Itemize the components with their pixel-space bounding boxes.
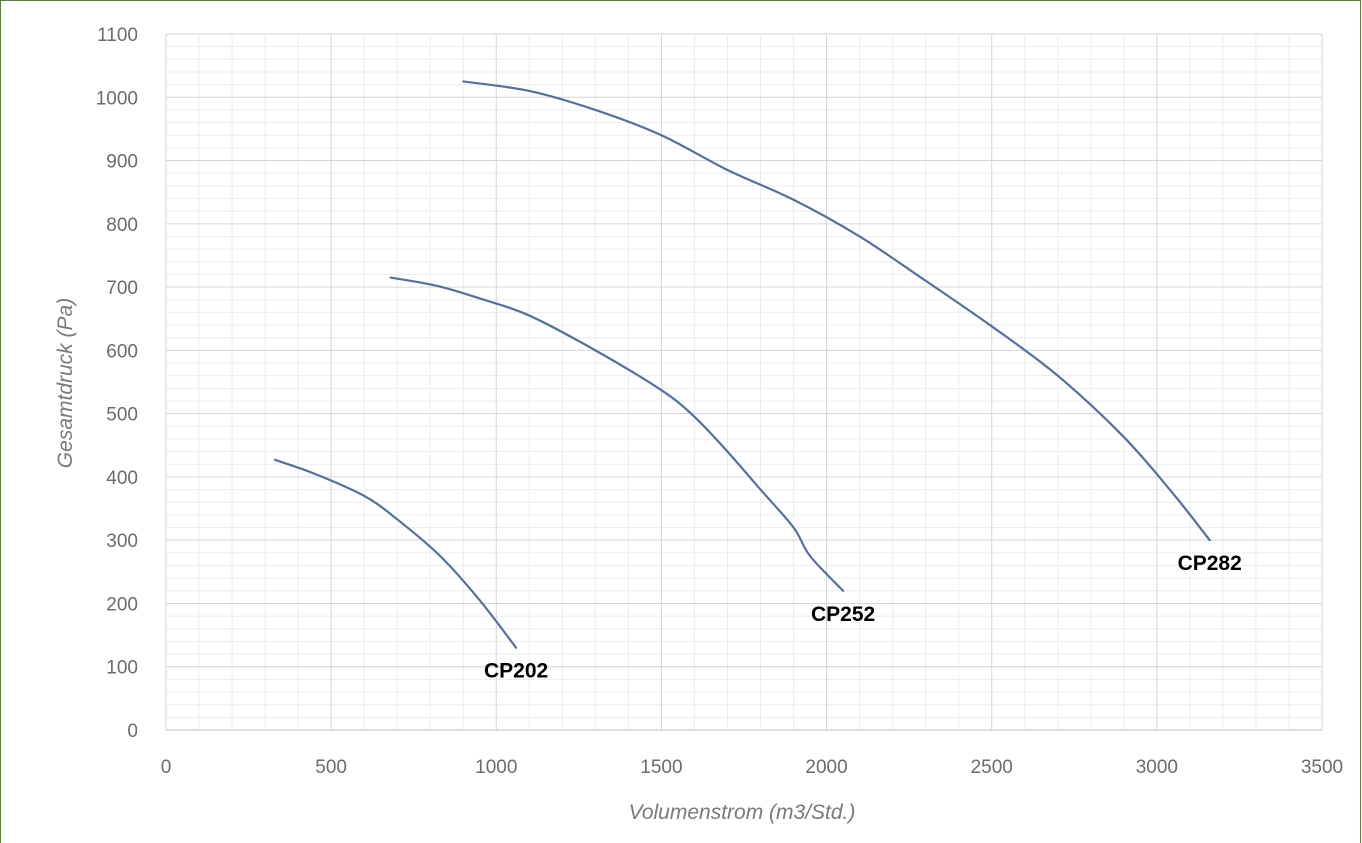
y-tick-label: 800 <box>106 215 138 236</box>
y-tick-label: 600 <box>106 341 138 362</box>
y-tick-label: 100 <box>106 658 138 679</box>
x-tick-label: 2000 <box>805 757 847 778</box>
x-tick-label: 0 <box>161 757 172 778</box>
x-axis-title: Volumenstrom (m3/Std.) <box>629 801 856 824</box>
y-tick-label: 1000 <box>96 88 138 109</box>
minor-grid <box>166 34 1322 730</box>
y-tick-label: 300 <box>106 531 138 552</box>
y-tick-label: 1100 <box>97 25 138 46</box>
series-label-cp202: CP202 <box>484 660 548 683</box>
y-tick-label: 700 <box>106 278 138 299</box>
major-grid <box>166 33 1323 730</box>
series-label-cp252: CP252 <box>811 603 875 626</box>
y-axis: 0 100 200 300 400 500 600 700 800 900 1000 1100 <box>96 25 167 742</box>
x-tick-label: 3500 <box>1301 757 1343 778</box>
series-group <box>273 80 1211 649</box>
x-tick-label: 3000 <box>1136 757 1178 778</box>
series-labels: CP202 CP252 CP282 <box>484 552 1242 683</box>
y-tick-label: 500 <box>106 405 138 426</box>
x-tick-label: 500 <box>315 757 347 778</box>
y-tick-label: 200 <box>106 594 138 615</box>
series-line-cp252 <box>389 276 845 592</box>
series-line-cp202 <box>273 458 518 649</box>
series-label-cp282: CP282 <box>1178 552 1242 575</box>
x-tick-label: 1500 <box>640 757 682 778</box>
x-tick-label: 1000 <box>475 757 517 778</box>
x-tick-label: 2500 <box>971 757 1013 778</box>
series-line-cp282 <box>462 80 1211 542</box>
y-tick-label: 400 <box>106 468 138 489</box>
y-tick-label: 0 <box>127 721 138 742</box>
y-tick-label: 900 <box>106 152 138 173</box>
x-axis: 0 500 1000 1500 2000 2500 3000 3500 <box>161 729 1343 778</box>
y-axis-title: Gesamtdruck (Pa) <box>54 298 77 468</box>
